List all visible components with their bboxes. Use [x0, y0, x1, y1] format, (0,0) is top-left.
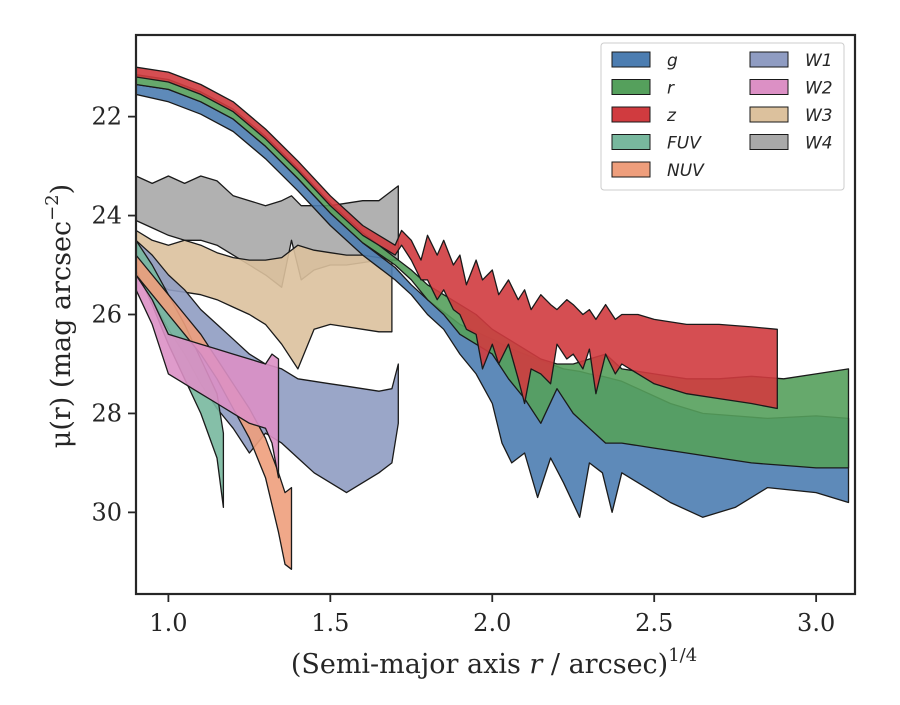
x-tick-label: 3.0: [797, 609, 835, 637]
legend-label-w3: W3: [805, 106, 833, 126]
x-tick-label: 1.0: [149, 609, 187, 637]
y-tick-label: 22: [91, 103, 122, 131]
x-axis-title: (Semi-major axis r / arcsec)1/4: [291, 645, 697, 680]
y-tick-label: 24: [91, 202, 122, 230]
x-tick-label: 2.0: [473, 609, 511, 637]
legend-swatch-w2: [749, 79, 789, 95]
series-band-r: [136, 73, 850, 469]
legend-swatch-z: [611, 106, 651, 123]
legend-label-w1: W1: [805, 51, 833, 71]
legend-label-r: r: [667, 79, 675, 99]
series-band-w3: [136, 229, 393, 370]
x-tick-label: 2.5: [635, 609, 673, 637]
legend-swatch-w4: [749, 134, 789, 150]
legend-swatch-fuv: [611, 134, 651, 150]
x-tick-label: 1.5: [311, 609, 349, 637]
series-band-z: [136, 66, 778, 410]
legend-label-w4: W4: [805, 134, 833, 154]
y-tick-label: 28: [91, 399, 122, 427]
legend-label-nuv: NUV: [667, 161, 705, 181]
legend-swatch-w3: [749, 106, 789, 123]
series-bands: [136, 66, 850, 570]
legend-label-w2: W2: [805, 79, 833, 99]
x-axis-ticks: 1.0 1.5 2.0 2.5 3.0: [149, 594, 835, 637]
series-band-nuv: [136, 254, 293, 570]
legend-swatch-g: [611, 51, 651, 68]
legend-label-fuv: FUV: [667, 134, 702, 154]
legend-label-z: z: [666, 106, 677, 126]
legend-swatch-nuv: [611, 161, 651, 178]
y-axis-ticks: 22 24 26 28 30: [91, 103, 136, 526]
legend-swatch-r: [611, 79, 651, 95]
legend: grz FUV NUV W1 W2 W3 W4: [600, 42, 845, 191]
y-axis-title: μ(r) (mag arcsec−2): [42, 184, 77, 448]
y-tick-label: 30: [91, 498, 122, 526]
legend-swatch-w1: [749, 51, 789, 68]
legend-label-g: g: [667, 51, 678, 71]
series-band-w2: [136, 274, 280, 479]
y-tick-label: 26: [91, 301, 122, 329]
